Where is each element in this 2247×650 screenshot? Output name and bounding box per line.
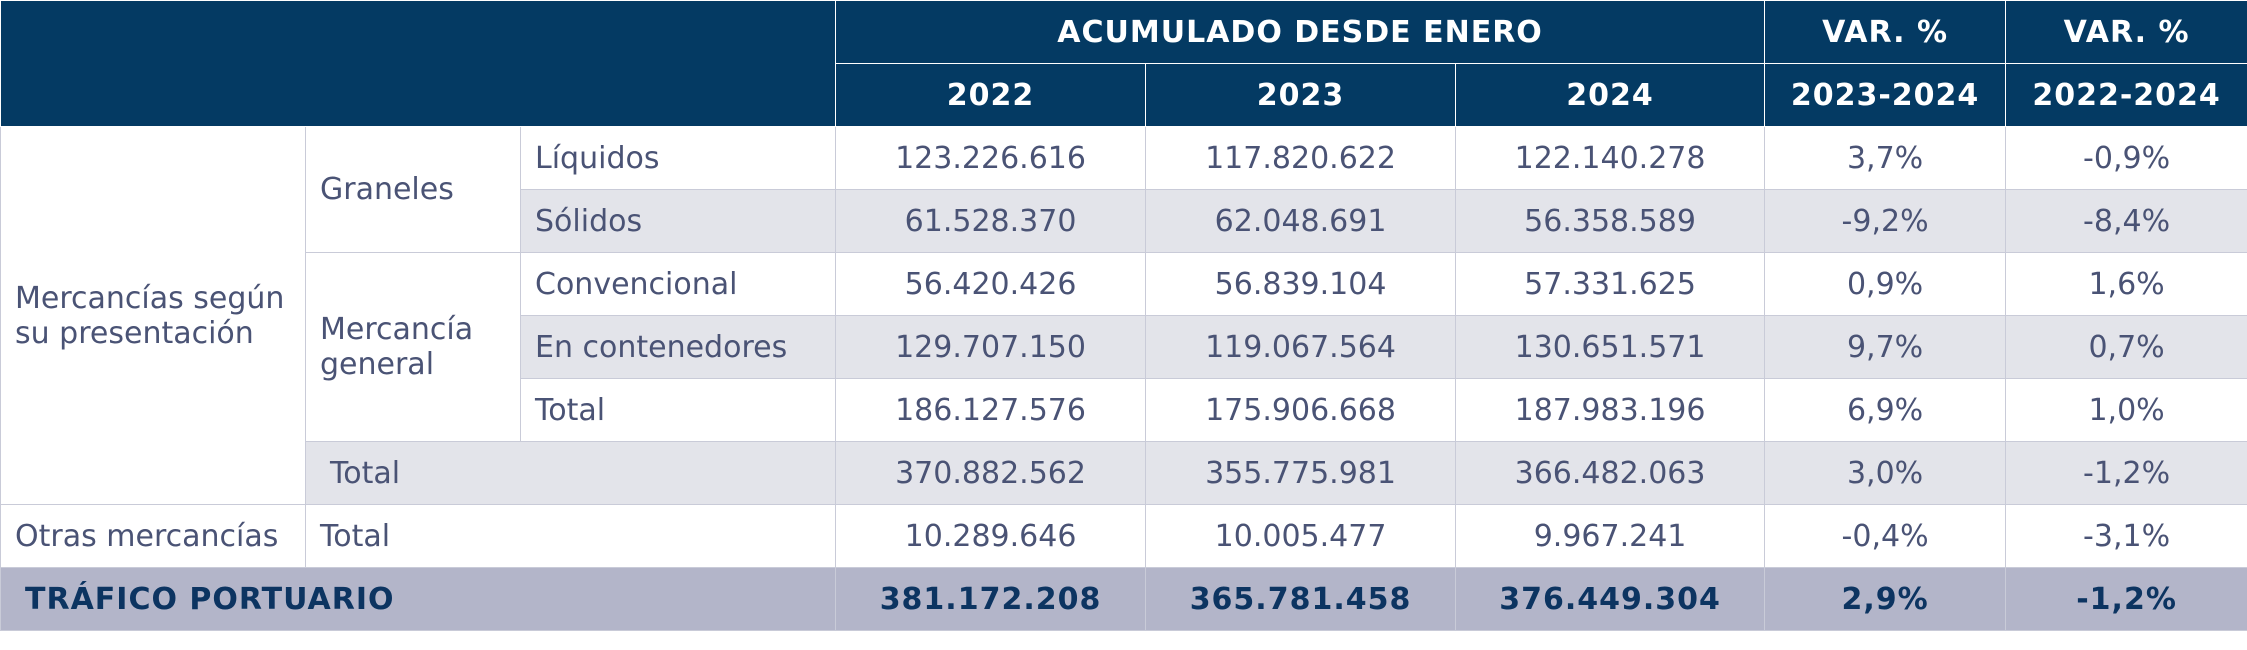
value-cell: -0,9%	[2005, 126, 2247, 190]
label-cell: Convencional	[519, 252, 837, 316]
label-cell: Líquidos	[519, 126, 837, 190]
header-cell: VAR. %	[2005, 0, 2247, 64]
header-cell: 2023	[1145, 63, 1457, 127]
label-cell: Mercancía general	[305, 252, 521, 442]
value-cell: 9.967.241	[1455, 504, 1766, 568]
value-cell: 366.482.063	[1455, 441, 1766, 505]
value-cell: -3,1%	[2005, 504, 2247, 568]
row: Mercancías según su presentación Granele…	[0, 126, 2247, 505]
value-cell: 6,9%	[1764, 378, 2007, 442]
value-cell: 3,0%	[1764, 441, 2007, 505]
value-cell: 186.127.576	[835, 378, 1147, 442]
value-cell: 175.906.668	[1145, 378, 1457, 442]
value-cell: 129.707.150	[835, 315, 1147, 379]
row: Mercancía general Convencional 56.420.42…	[1, 252, 2247, 442]
value-cell: 1,6%	[2005, 252, 2247, 316]
value-cell: -1,2%	[2005, 441, 2247, 505]
label-cell: En contenedores	[519, 315, 837, 379]
row: Otras mercancías Total 10.289.646 10.005.…	[0, 504, 2247, 568]
header-cell: ACUMULADO DESDE ENERO	[835, 0, 1766, 64]
row: Total 186.127.576 175.906.668 187.983.196 6…	[1, 378, 2247, 442]
value-cell: 62.048.691	[1145, 189, 1457, 253]
value-cell: 370.882.562	[835, 441, 1147, 505]
value-cell: 187.983.196	[1455, 378, 1766, 442]
label-cell: Graneles	[305, 126, 521, 253]
value-cell: 10.005.477	[1145, 504, 1457, 568]
label-cell: Total	[304, 441, 837, 505]
value-cell: -8,4%	[2005, 189, 2247, 253]
label-cell: Total	[519, 378, 837, 442]
label-cell: Otras mercancías	[0, 504, 306, 568]
label-cell: TRÁFICO PORTUARIO	[0, 567, 837, 631]
value-cell: -1,2%	[2005, 567, 2247, 631]
header-cell: 2023-2024	[1764, 63, 2007, 127]
value-cell: -9,2%	[1764, 189, 2007, 253]
value-cell: 56.358.589	[1455, 189, 1766, 253]
value-cell: 355.775.981	[1145, 441, 1457, 505]
value-cell: 10.289.646	[835, 504, 1147, 568]
row: Sólidos 61.528.370 62.048.691 56.358.589 -9…	[1, 189, 2247, 253]
value-cell: 56.839.104	[1145, 252, 1457, 316]
header-cell: VAR. %	[1764, 0, 2007, 64]
value-cell: 365.781.458	[1145, 567, 1457, 631]
value-cell: 123.226.616	[835, 126, 1147, 190]
value-cell: 117.820.622	[1145, 126, 1457, 190]
header-row: ACUMULADO DESDE ENERO VAR. % VAR. %	[0, 0, 2247, 127]
label-cell: Mercancías según su presentación	[0, 126, 306, 505]
label-cell: Sólidos	[519, 189, 837, 253]
value-cell: 381.172.208	[835, 567, 1147, 631]
traffic-table: ACUMULADO DESDE ENERO VAR. % VAR. % 2022…	[0, 0, 2247, 631]
row: Total 370.882.562 355.775.981 366.482.063 3…	[1, 441, 2247, 505]
value-cell: 56.420.426	[835, 252, 1147, 316]
value-cell: 61.528.370	[835, 189, 1147, 253]
value-cell: 9,7%	[1764, 315, 2007, 379]
value-cell: 0,7%	[2005, 315, 2247, 379]
value-cell: 1,0%	[2005, 378, 2247, 442]
value-cell: 130.651.571	[1455, 315, 1766, 379]
header-cell: 2022-2024	[2005, 63, 2247, 127]
value-cell: 376.449.304	[1455, 567, 1766, 631]
value-cell: -0,4%	[1764, 504, 2007, 568]
header-cell: 2022	[835, 63, 1147, 127]
header-cell: 2024	[1455, 63, 1766, 127]
value-cell: 2,9%	[1764, 567, 2007, 631]
row: TRÁFICO PORTUARIO 381.172.208 365.781.458…	[0, 567, 2247, 631]
value-cell: 3,7%	[1764, 126, 2007, 190]
label-cell: Total	[304, 504, 837, 568]
header-row: 2022 2023 2024 2023-2024 2022-2024	[1, 63, 2247, 127]
value-cell: 122.140.278	[1455, 126, 1766, 190]
value-cell: 57.331.625	[1455, 252, 1766, 316]
value-cell: 0,9%	[1764, 252, 2007, 316]
header-blank	[0, 0, 837, 127]
value-cell: 119.067.564	[1145, 315, 1457, 379]
